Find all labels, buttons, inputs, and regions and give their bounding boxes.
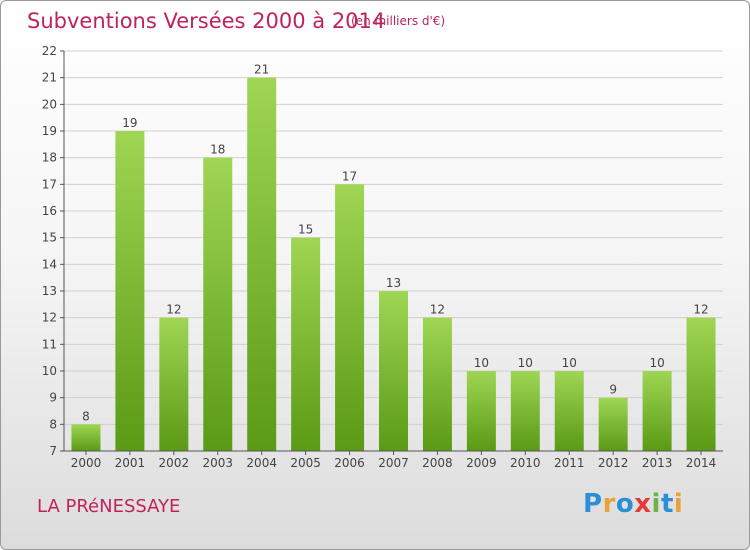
y-tick-label: 19 — [42, 124, 57, 138]
data-label: 13 — [386, 276, 401, 290]
y-tick-label: 10 — [42, 364, 57, 378]
y-tick-label: 21 — [42, 71, 57, 85]
axes: 7 8 9 10 11 12 13 14 15 16 17 18 19 20 21 22 2000 2001 200… — [42, 44, 723, 470]
bar — [247, 77, 277, 452]
y-tick-label: 18 — [42, 151, 57, 165]
data-label: 10 — [562, 356, 577, 370]
data-label: 19 — [122, 116, 137, 130]
x-tick-label: 2005 — [290, 456, 321, 470]
bar — [466, 371, 496, 451]
commune-name: LA PRéNESSAYE — [37, 496, 181, 517]
x-tick-label: 2009 — [466, 456, 497, 470]
bar — [71, 424, 101, 451]
data-label: 17 — [342, 169, 357, 183]
x-tick-label: 2004 — [246, 456, 277, 470]
y-tick-label: 12 — [42, 311, 57, 325]
x-tick-label: 2010 — [510, 456, 541, 470]
x-tick-label: 2007 — [378, 456, 409, 470]
y-tick-label: 11 — [42, 337, 57, 351]
data-label: 10 — [474, 356, 489, 370]
x-tick-label: 2014 — [686, 456, 717, 470]
bar — [598, 397, 628, 451]
y-tick-label: 14 — [42, 257, 57, 271]
bar — [510, 371, 540, 451]
y-tick-label: 9 — [49, 391, 57, 405]
y-tick-label: 20 — [42, 97, 57, 111]
bar — [554, 371, 584, 451]
x-tick-label: 2001 — [115, 456, 146, 470]
bar — [642, 371, 672, 451]
chart-title: Subventions Versées 2000 à 2014 — [27, 9, 386, 33]
data-label: 12 — [693, 303, 708, 317]
bar — [379, 291, 408, 451]
y-tick-label: 16 — [42, 204, 57, 218]
bar — [159, 317, 189, 451]
bar — [291, 237, 321, 451]
logo-letter: o — [615, 489, 635, 519]
y-tick-label: 13 — [42, 284, 57, 298]
data-label: 12 — [430, 303, 445, 317]
proxiti-logo: Proxiti — [583, 489, 683, 519]
x-tick-label: 2011 — [554, 456, 585, 470]
data-label: 15 — [298, 223, 313, 237]
data-label: 21 — [254, 63, 269, 77]
bar — [686, 317, 716, 451]
data-label: 18 — [210, 143, 225, 157]
x-tick-label: 2000 — [71, 456, 102, 470]
x-tick-label: 2013 — [642, 456, 673, 470]
chart-unit-label: (en milliers d'€) — [351, 14, 446, 28]
logo-letter: x — [634, 489, 652, 519]
x-tick-label: 2006 — [334, 456, 365, 470]
data-label: 12 — [166, 303, 181, 317]
data-label: 8 — [82, 409, 90, 423]
bar — [115, 131, 145, 451]
data-label: 10 — [518, 356, 533, 370]
logo-letter: i — [651, 489, 661, 519]
y-tick-label: 8 — [49, 417, 57, 431]
data-label: 9 — [609, 383, 617, 397]
y-tick-label: 15 — [42, 231, 57, 245]
bar — [203, 157, 233, 451]
x-tick-label: 2008 — [422, 456, 453, 470]
logo-letter: P — [583, 489, 603, 519]
x-tick-label: 2002 — [159, 456, 190, 470]
x-tick-label: 2012 — [598, 456, 629, 470]
bars: 8 19 12 18 21 15 17 13 12 10 10 10 9 10 12 — [71, 63, 716, 452]
logo-letter: i — [673, 489, 684, 519]
bar — [422, 317, 452, 451]
bar — [335, 184, 365, 452]
y-tick-label: 22 — [42, 44, 57, 58]
data-label: 10 — [649, 356, 664, 370]
logo-letter: r — [602, 489, 616, 519]
y-tick-label: 17 — [42, 177, 57, 191]
x-tick-label: 2003 — [202, 456, 233, 470]
y-tick-label: 7 — [49, 444, 57, 458]
logo-letter: t — [660, 489, 674, 519]
